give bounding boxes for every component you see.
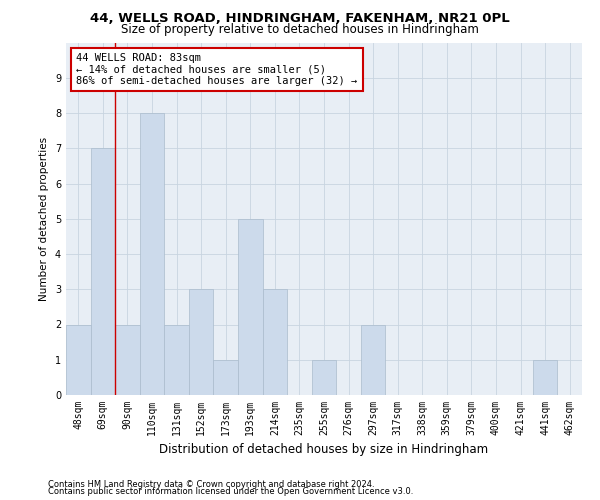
Bar: [361, 324, 385, 395]
Bar: [214, 360, 238, 395]
Bar: [189, 289, 214, 395]
X-axis label: Distribution of detached houses by size in Hindringham: Distribution of detached houses by size …: [160, 444, 488, 456]
Bar: [238, 219, 263, 395]
Bar: [115, 324, 140, 395]
Bar: [164, 324, 189, 395]
Bar: [263, 289, 287, 395]
Bar: [66, 324, 91, 395]
Text: Contains public sector information licensed under the Open Government Licence v3: Contains public sector information licen…: [48, 487, 413, 496]
Text: Contains HM Land Registry data © Crown copyright and database right 2024.: Contains HM Land Registry data © Crown c…: [48, 480, 374, 489]
Text: Size of property relative to detached houses in Hindringham: Size of property relative to detached ho…: [121, 22, 479, 36]
Text: 44 WELLS ROAD: 83sqm
← 14% of detached houses are smaller (5)
86% of semi-detach: 44 WELLS ROAD: 83sqm ← 14% of detached h…: [76, 53, 358, 86]
Bar: [91, 148, 115, 395]
Bar: [533, 360, 557, 395]
Y-axis label: Number of detached properties: Number of detached properties: [40, 136, 49, 301]
Text: 44, WELLS ROAD, HINDRINGHAM, FAKENHAM, NR21 0PL: 44, WELLS ROAD, HINDRINGHAM, FAKENHAM, N…: [90, 12, 510, 26]
Bar: [140, 113, 164, 395]
Bar: [312, 360, 336, 395]
